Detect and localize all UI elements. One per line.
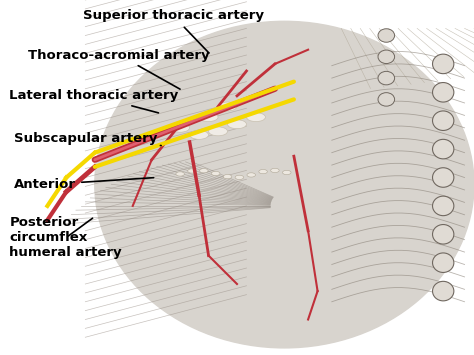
Ellipse shape [188,169,196,173]
Ellipse shape [432,83,454,102]
Ellipse shape [200,169,208,173]
Ellipse shape [432,140,454,159]
Ellipse shape [378,50,394,64]
Ellipse shape [228,120,246,129]
Text: Anterior: Anterior [14,178,154,191]
Ellipse shape [432,281,454,301]
Text: Subscapular artery: Subscapular artery [14,132,161,146]
Ellipse shape [247,173,255,177]
Ellipse shape [283,170,291,175]
Ellipse shape [432,253,454,273]
Ellipse shape [378,93,394,106]
Ellipse shape [199,113,218,121]
Ellipse shape [378,71,394,85]
Text: Superior thoracic artery: Superior thoracic artery [83,10,264,53]
Ellipse shape [432,196,454,216]
Ellipse shape [378,29,394,42]
Ellipse shape [211,171,220,176]
Ellipse shape [176,172,184,176]
Ellipse shape [432,111,454,130]
Text: Posterior
circumflex
humeral artery: Posterior circumflex humeral artery [9,216,122,260]
Text: Thoraco-acromial artery: Thoraco-acromial artery [28,49,210,89]
Ellipse shape [432,225,454,244]
Ellipse shape [190,130,209,139]
Ellipse shape [271,168,279,173]
Ellipse shape [223,175,232,179]
Ellipse shape [209,127,228,136]
Ellipse shape [259,169,267,174]
Text: Lateral thoracic artery: Lateral thoracic artery [9,89,179,113]
Ellipse shape [432,54,454,74]
Ellipse shape [432,168,454,187]
Ellipse shape [171,123,190,132]
Ellipse shape [246,113,265,121]
Ellipse shape [235,175,244,180]
Ellipse shape [218,102,237,111]
Ellipse shape [95,21,474,348]
